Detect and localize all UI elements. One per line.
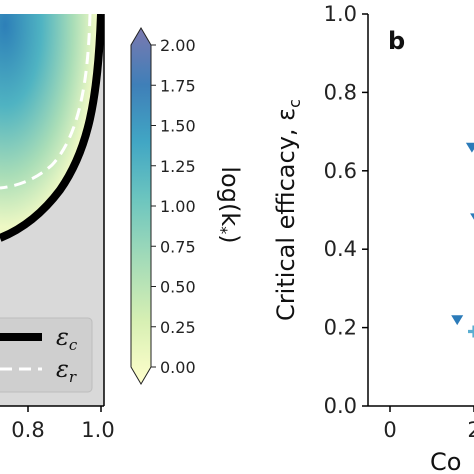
y-tick-label: 0.0 bbox=[324, 394, 357, 418]
colorbar-tick-label: 1.00 bbox=[160, 197, 196, 216]
data-point-plus bbox=[468, 325, 474, 338]
colorbar-ticks: 2.00 1.75 1.50 1.25 1.00 0.75 0.50 0.25 0.00 bbox=[151, 36, 196, 377]
colorbar-tick-label: 0.50 bbox=[160, 278, 196, 297]
panel-b-y-ticks: 0.0 0.2 0.4 0.6 0.8 1.0 bbox=[324, 2, 368, 418]
epsilon-r-curve bbox=[0, 14, 92, 190]
y-tick-label: 1.0 bbox=[324, 2, 357, 26]
x-axis-label: Co bbox=[430, 448, 461, 474]
epsilon-c-curve bbox=[0, 14, 104, 242]
colorbar-tick-label: 0.25 bbox=[160, 318, 196, 337]
colorbar-body bbox=[130, 27, 152, 385]
x-tick-label: 2 bbox=[467, 418, 474, 442]
y-axis-label: Critical efficacy, εc bbox=[272, 99, 304, 321]
panel-a: 0.8 1.0 εc εr bbox=[0, 14, 115, 442]
colorbar-label: log(k*) bbox=[212, 166, 244, 243]
colorbar: 2.00 1.75 1.50 1.25 1.00 0.75 0.50 0.25 0.00 log… bbox=[130, 27, 244, 385]
legend-box bbox=[0, 317, 93, 393]
y-tick-label: 0.2 bbox=[324, 316, 357, 340]
legend-label-epsilon-r: εr bbox=[56, 355, 77, 386]
colorbar-tick-label: 2.00 bbox=[160, 36, 196, 55]
y-tick-label: 0.8 bbox=[324, 80, 357, 104]
panel-b-x-ticks: 02 bbox=[383, 406, 474, 442]
colorbar-tick-label: 1.50 bbox=[160, 117, 196, 136]
panel-b: 0.00.20.40.60.81.0 02 b Critical efficac… bbox=[272, 2, 474, 474]
colorbar-tick-label: 0.00 bbox=[160, 358, 196, 377]
data-point-triangle bbox=[451, 315, 464, 326]
colorbar-tick-label: 1.75 bbox=[160, 76, 196, 95]
panel-a-legend: εc εr bbox=[0, 317, 93, 393]
x-tick-label: 1.0 bbox=[81, 418, 114, 442]
colorbar-tick-label: 0.75 bbox=[160, 237, 196, 256]
data-point-triangle bbox=[465, 142, 474, 153]
x-tick-label: 0 bbox=[383, 418, 396, 442]
x-tick-label: 0.8 bbox=[11, 418, 44, 442]
y-tick-label: 0.4 bbox=[324, 237, 357, 261]
data-point-triangle bbox=[470, 213, 474, 220]
y-tick-label: 0.6 bbox=[324, 159, 357, 183]
legend-label-epsilon-c: εc bbox=[56, 323, 78, 354]
panel-b-letter: b bbox=[388, 27, 405, 55]
colorbar-tick-label: 1.25 bbox=[160, 157, 196, 176]
panel-b-points bbox=[451, 142, 474, 338]
